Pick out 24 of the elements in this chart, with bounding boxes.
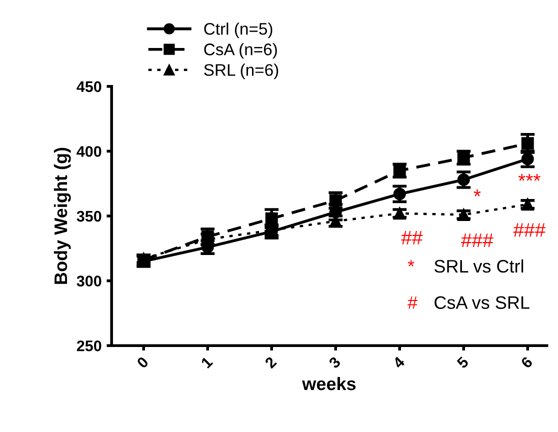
x-tick-label: 4 <box>392 356 406 369</box>
annotation: *** <box>518 174 540 181</box>
annotation: ### <box>461 234 494 247</box>
y-tick-label: 350 <box>76 210 102 222</box>
x-tick-label: 2 <box>264 356 277 369</box>
annotation: # CsA vs SRL <box>408 296 530 309</box>
y-tick-label: 400 <box>76 146 102 157</box>
annotation: * <box>474 190 481 196</box>
x-tick-label: 5 <box>456 356 470 369</box>
y-tick-label: 450 <box>76 81 102 92</box>
annotation: ### <box>513 223 546 237</box>
x-tick-label: 1 <box>200 356 214 368</box>
annotation: ## <box>401 231 423 244</box>
x-axis-title: weeks <box>302 376 356 390</box>
legend-label: SRL (n=6) <box>204 64 278 80</box>
annotation: * SRL vs Ctrl <box>408 259 524 273</box>
y-tick-label: 300 <box>76 276 102 287</box>
legend-label: Ctrl (n=5) <box>204 22 272 38</box>
y-axis-title: Body Weight (g) <box>54 148 71 284</box>
legend-label: CsA (n=6) <box>204 43 277 59</box>
x-tick-label: 3 <box>328 356 342 370</box>
x-tick-label: 6 <box>520 356 534 369</box>
y-tick-label: 250 <box>76 340 102 352</box>
x-tick-label: 0 <box>136 356 150 369</box>
